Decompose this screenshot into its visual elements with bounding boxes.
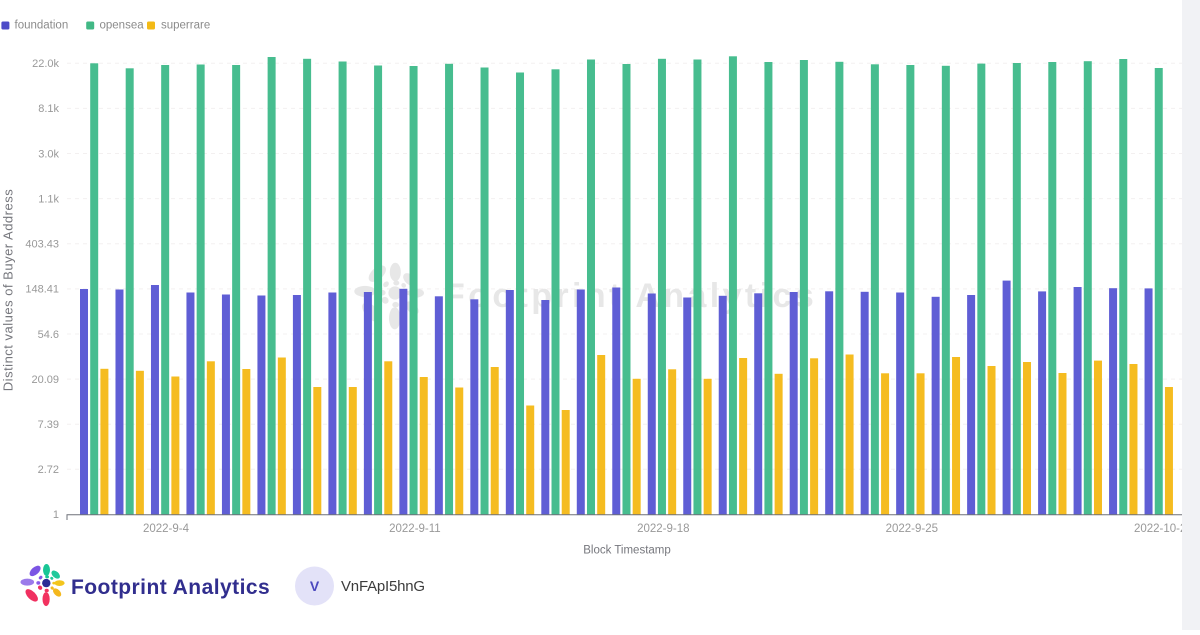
svg-text:2022-9-11: 2022-9-11 bbox=[389, 523, 441, 535]
svg-text:1: 1 bbox=[53, 509, 59, 521]
svg-text:V: V bbox=[310, 578, 320, 594]
svg-text:Footprint Analytics: Footprint Analytics bbox=[71, 576, 270, 599]
svg-text:2.72: 2.72 bbox=[38, 464, 59, 476]
svg-text:7.39: 7.39 bbox=[38, 419, 59, 431]
svg-text:Block Timestamp: Block Timestamp bbox=[583, 545, 671, 557]
svg-text:20.09: 20.09 bbox=[31, 374, 59, 386]
svg-text:foundation: foundation bbox=[15, 20, 69, 32]
svg-text:1.1k: 1.1k bbox=[38, 193, 59, 205]
svg-text:3.0k: 3.0k bbox=[38, 148, 59, 160]
svg-text:403.43: 403.43 bbox=[25, 239, 59, 251]
svg-text:superrare: superrare bbox=[161, 20, 210, 32]
svg-text:2022-9-18: 2022-9-18 bbox=[637, 523, 689, 535]
svg-text:8.1k: 8.1k bbox=[38, 103, 59, 115]
svg-text:VnFApI5hnG: VnFApI5hnG bbox=[341, 578, 425, 595]
svg-text:opensea: opensea bbox=[100, 20, 145, 32]
svg-text:148.41: 148.41 bbox=[25, 284, 59, 296]
svg-text:54.6: 54.6 bbox=[38, 329, 59, 341]
svg-text:22.0k: 22.0k bbox=[32, 58, 59, 70]
svg-text:2022-10-2: 2022-10-2 bbox=[1134, 523, 1186, 535]
svg-text:2022-9-25: 2022-9-25 bbox=[886, 523, 938, 535]
svg-text:2022-9-4: 2022-9-4 bbox=[143, 523, 190, 535]
svg-text:Distinct values of Buyer Addre: Distinct values of Buyer Address bbox=[1, 189, 16, 391]
